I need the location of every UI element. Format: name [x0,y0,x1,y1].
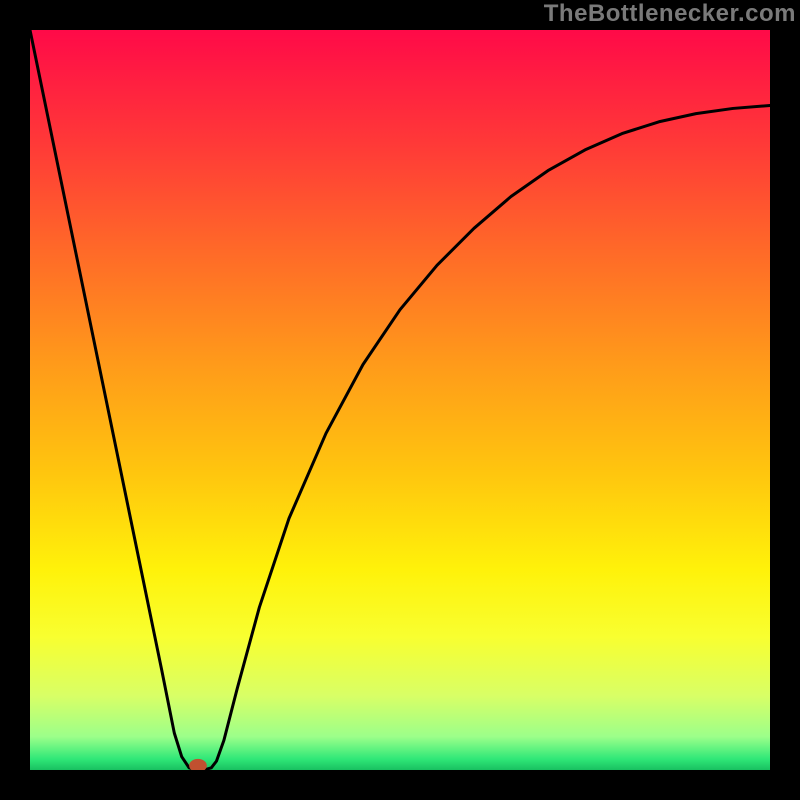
watermark-text: TheBottlenecker.com [544,0,796,28]
gradient-plot [30,30,770,770]
gradient-background [30,30,770,770]
chart-frame: TheBottlenecker.com [0,0,800,800]
